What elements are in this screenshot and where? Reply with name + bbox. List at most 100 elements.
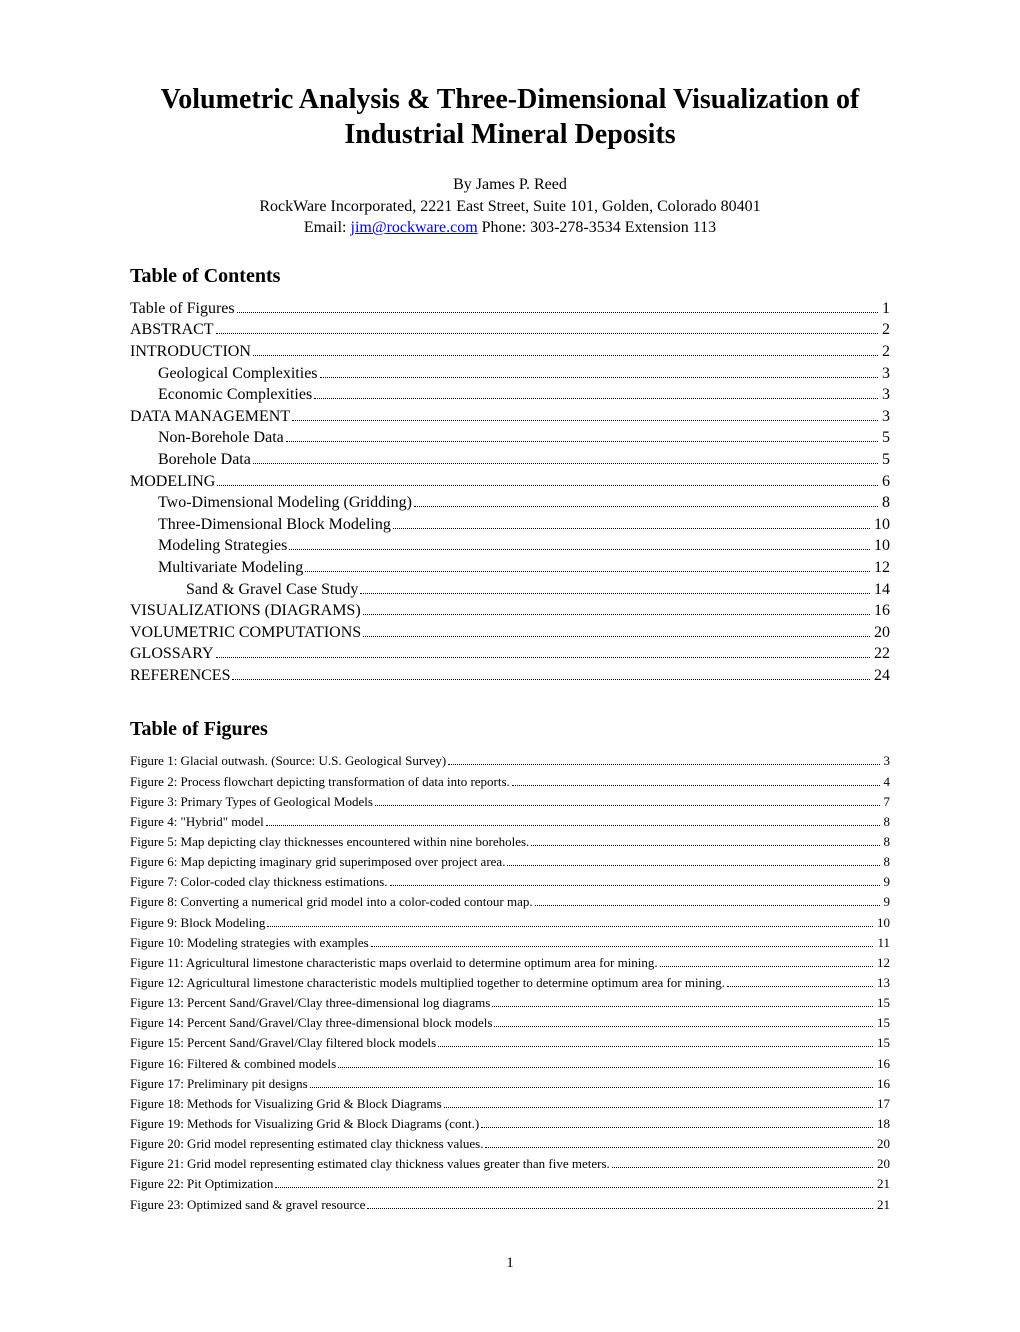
figure-entry[interactable]: Figure 1: Glacial outwash. (Source: U.S.… xyxy=(130,751,890,771)
figure-entry[interactable]: Figure 11: Agricultural limestone charac… xyxy=(130,953,890,973)
figure-entry[interactable]: Figure 2: Process flowchart depicting tr… xyxy=(130,772,890,792)
entry-label: DATA MANAGEMENT xyxy=(130,406,290,428)
toc-entry[interactable]: MODELING6 xyxy=(130,471,890,493)
dot-leader xyxy=(286,441,878,442)
figure-entry[interactable]: Figure 9: Block Modeling10 xyxy=(130,913,890,933)
toc-entry[interactable]: Three-Dimensional Block Modeling10 xyxy=(130,514,890,536)
dot-leader xyxy=(314,398,878,399)
entry-page: 22 xyxy=(872,643,890,665)
entry-label: Figure 6: Map depicting imaginary grid s… xyxy=(130,852,505,872)
entry-page: 7 xyxy=(882,792,891,812)
dot-leader xyxy=(292,420,878,421)
toc-entry[interactable]: GLOSSARY22 xyxy=(130,643,890,665)
figure-entry[interactable]: Figure 14: Percent Sand/Gravel/Clay thre… xyxy=(130,1013,890,1033)
toc-entry[interactable]: INTRODUCTION2 xyxy=(130,341,890,363)
figure-entry[interactable]: Figure 21: Grid model representing estim… xyxy=(130,1154,890,1174)
toc-entry[interactable]: DATA MANAGEMENT3 xyxy=(130,406,890,428)
entry-label: Figure 1: Glacial outwash. (Source: U.S.… xyxy=(130,751,446,771)
entry-label: Figure 15: Percent Sand/Gravel/Clay filt… xyxy=(130,1033,436,1053)
dot-leader xyxy=(275,1187,873,1188)
entry-label: REFERENCES xyxy=(130,665,230,687)
entry-page: 8 xyxy=(882,852,891,872)
email-link[interactable]: jim@rockware.com xyxy=(351,219,478,236)
figure-entry[interactable]: Figure 7: Color-coded clay thickness est… xyxy=(130,872,890,892)
entry-label: Figure 8: Converting a numerical grid mo… xyxy=(130,892,533,912)
entry-page: 9 xyxy=(882,892,891,912)
entry-page: 12 xyxy=(872,557,890,579)
figure-entry[interactable]: Figure 22: Pit Optimization21 xyxy=(130,1174,890,1194)
toc-entry[interactable]: Geological Complexities3 xyxy=(130,363,890,385)
entry-label: Figure 4: "Hybrid" model xyxy=(130,812,264,832)
entry-label: Figure 17: Preliminary pit designs xyxy=(130,1074,308,1094)
entry-page: 24 xyxy=(872,665,890,687)
entry-label: Figure 23: Optimized sand & gravel resou… xyxy=(130,1195,365,1215)
entry-label: Figure 13: Percent Sand/Gravel/Clay thre… xyxy=(130,993,490,1013)
dot-leader xyxy=(289,549,870,550)
entry-page: 16 xyxy=(875,1074,890,1094)
entry-label: Figure 5: Map depicting clay thicknesses… xyxy=(130,832,529,852)
entry-label: Three-Dimensional Block Modeling xyxy=(158,514,391,536)
figure-entry[interactable]: Figure 4: "Hybrid" model8 xyxy=(130,812,890,832)
dot-leader xyxy=(727,986,873,987)
toc-entry[interactable]: Two-Dimensional Modeling (Gridding)8 xyxy=(130,492,890,514)
entry-page: 11 xyxy=(875,933,890,953)
entry-page: 20 xyxy=(872,622,890,644)
entry-label: Non-Borehole Data xyxy=(158,427,284,449)
figure-entry[interactable]: Figure 5: Map depicting clay thicknesses… xyxy=(130,832,890,852)
byline-block: By James P. Reed RockWare Incorporated, … xyxy=(130,174,890,239)
figure-entry[interactable]: Figure 18: Methods for Visualizing Grid … xyxy=(130,1094,890,1114)
entry-page: 15 xyxy=(875,993,890,1013)
dot-leader xyxy=(481,1127,873,1128)
figure-entry[interactable]: Figure 17: Preliminary pit designs 16 xyxy=(130,1074,890,1094)
phone-text: Phone: 303-278-3534 Extension 113 xyxy=(478,219,717,236)
toc-entry[interactable]: ABSTRACT 2 xyxy=(130,319,890,341)
entry-label: Figure 18: Methods for Visualizing Grid … xyxy=(130,1094,442,1114)
entry-label: Table of Figures xyxy=(130,298,235,320)
figure-entry[interactable]: Figure 19: Methods for Visualizing Grid … xyxy=(130,1114,890,1134)
figure-entry[interactable]: Figure 3: Primary Types of Geological Mo… xyxy=(130,792,890,812)
toc-entry[interactable]: Borehole Data5 xyxy=(130,449,890,471)
toc-entry[interactable]: Non-Borehole Data5 xyxy=(130,427,890,449)
figure-entry[interactable]: Figure 15: Percent Sand/Gravel/Clay filt… xyxy=(130,1033,890,1053)
toc-entry[interactable]: REFERENCES 24 xyxy=(130,665,890,687)
figure-entry[interactable]: Figure 20: Grid model representing estim… xyxy=(130,1134,890,1154)
toc-entry[interactable]: Economic Complexities3 xyxy=(130,384,890,406)
entry-label: ABSTRACT xyxy=(130,319,214,341)
entry-label: Figure 3: Primary Types of Geological Mo… xyxy=(130,792,373,812)
entry-page: 4 xyxy=(882,772,891,792)
entry-label: Figure 10: Modeling strategies with exam… xyxy=(130,933,369,953)
dot-leader xyxy=(535,905,880,906)
entry-page: 9 xyxy=(882,872,891,892)
figure-entry[interactable]: Figure 10: Modeling strategies with exam… xyxy=(130,933,890,953)
dot-leader xyxy=(253,463,878,464)
entry-label: INTRODUCTION xyxy=(130,341,251,363)
dot-leader xyxy=(494,1026,873,1027)
entry-label: Figure 11: Agricultural limestone charac… xyxy=(130,953,658,973)
table-of-figures: Figure 1: Glacial outwash. (Source: U.S.… xyxy=(130,751,890,1214)
entry-label: Figure 14: Percent Sand/Gravel/Clay thre… xyxy=(130,1013,492,1033)
toc-entry[interactable]: Multivariate Modeling12 xyxy=(130,557,890,579)
dot-leader xyxy=(253,355,878,356)
toc-entry[interactable]: Table of Figures1 xyxy=(130,298,890,320)
toc-entry[interactable]: Sand & Gravel Case Study14 xyxy=(130,579,890,601)
entry-label: Figure 7: Color-coded clay thickness est… xyxy=(130,872,388,892)
toc-entry[interactable]: Modeling Strategies10 xyxy=(130,535,890,557)
figure-entry[interactable]: Figure 8: Converting a numerical grid mo… xyxy=(130,892,890,912)
figure-entry[interactable]: Figure 23: Optimized sand & gravel resou… xyxy=(130,1195,890,1215)
figure-entry[interactable]: Figure 13: Percent Sand/Gravel/Clay thre… xyxy=(130,993,890,1013)
figure-entry[interactable]: Figure 6: Map depicting imaginary grid s… xyxy=(130,852,890,872)
dot-leader xyxy=(512,785,880,786)
dot-leader xyxy=(375,805,880,806)
entry-label: Figure 21: Grid model representing estim… xyxy=(130,1154,610,1174)
toc-entry[interactable]: VOLUMETRIC COMPUTATIONS20 xyxy=(130,622,890,644)
figure-entry[interactable]: Figure 12: Agricultural limestone charac… xyxy=(130,973,890,993)
toc-entry[interactable]: VISUALIZATIONS (DIAGRAMS)16 xyxy=(130,600,890,622)
figure-entry[interactable]: Figure 16: Filtered & combined models16 xyxy=(130,1054,890,1074)
dot-leader xyxy=(414,506,878,507)
entry-label: Figure 22: Pit Optimization xyxy=(130,1174,273,1194)
entry-label: VISUALIZATIONS (DIAGRAMS) xyxy=(130,600,361,622)
email-prefix: Email: xyxy=(304,219,351,236)
dot-leader xyxy=(232,679,870,680)
entry-page: 2 xyxy=(880,319,890,341)
dot-leader xyxy=(438,1046,873,1047)
